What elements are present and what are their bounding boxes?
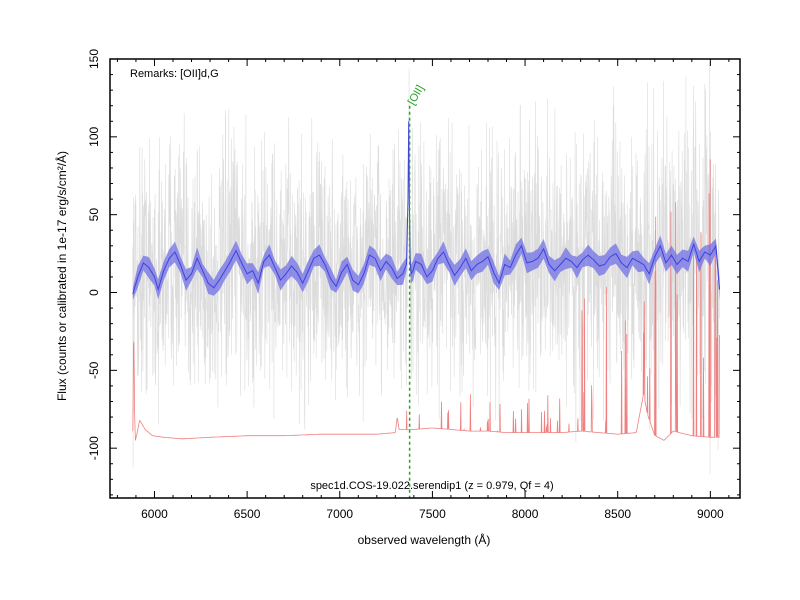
x-tick-label: 8000	[512, 507, 539, 521]
y-tick-label: -100	[87, 436, 101, 460]
raw-flux-series	[132, 61, 720, 474]
error-spectrum-series	[132, 159, 720, 441]
x-tick-label: 6000	[141, 507, 168, 521]
x-axis-label: observed wavelength (Å)	[358, 532, 491, 547]
x-tick-label: 9000	[697, 507, 724, 521]
x-tick-label: 7000	[326, 507, 353, 521]
y-tick-label: 0	[87, 289, 101, 296]
x-tick-label: 6500	[234, 507, 261, 521]
axis-ticks: 6000 6500 7000 7500 8000 8500 9000 -100 -50 0 50 10…	[87, 49, 740, 521]
y-axis-label: Flux (counts or calibrated in 1e-17 erg/…	[54, 151, 69, 401]
smoothed-flux-series	[132, 121, 721, 295]
error-line	[132, 159, 720, 441]
y-tick-label: 50	[87, 208, 101, 222]
raw-flux-line	[132, 61, 720, 474]
y-tick-label: 100	[87, 127, 101, 147]
remarks-annotation: Remarks: [OII]d,G	[130, 68, 219, 80]
x-tick-label: 8500	[604, 507, 631, 521]
y-tick-label: 150	[87, 49, 101, 69]
plot-frame	[109, 58, 741, 499]
y-tick-label: -50	[87, 361, 101, 379]
x-tick-label: 7500	[419, 507, 446, 521]
spectrum-caption: spec1d.COS-19.022.serendip1 (z = 0.979, …	[310, 480, 553, 492]
smoothed-flux-line	[132, 121, 721, 295]
